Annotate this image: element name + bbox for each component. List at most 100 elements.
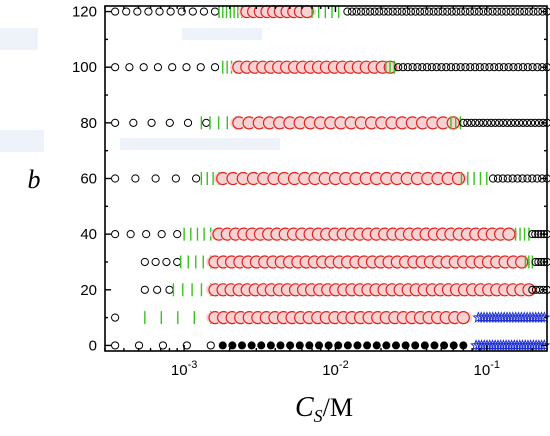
data-point-open-circle — [522, 118, 532, 127]
data-point-open-circle — [126, 230, 135, 239]
data-point-open-circle — [504, 63, 513, 72]
data-point-open-circle — [523, 174, 532, 183]
data-point-open-circle — [199, 7, 209, 16]
data-point-open-circle — [352, 7, 361, 16]
data-point-open-circle — [475, 118, 484, 127]
x-axis-label: CS/M — [295, 392, 353, 426]
data-point-filled-circle — [314, 341, 323, 350]
data-point-open-circle — [531, 230, 540, 239]
data-point-open-circle — [402, 7, 411, 16]
data-point-open-circle — [451, 63, 460, 72]
data-point-open-circle — [520, 7, 529, 16]
data-point-open-circle — [418, 63, 427, 72]
data-point-open-circle — [528, 230, 537, 239]
data-point-open-circle — [140, 257, 149, 267]
data-point-open-circle — [479, 118, 488, 127]
data-point-open-circle — [408, 63, 417, 72]
y-axis-label: b — [28, 165, 41, 194]
data-point-filled-circle — [391, 341, 400, 350]
data-point-open-circle — [466, 63, 475, 72]
y-tick-label: 80 — [80, 115, 97, 132]
data-point-open-circle — [162, 257, 171, 267]
data-point-open-circle — [370, 7, 379, 16]
data-point-open-circle — [133, 7, 142, 16]
data-point-open-circle — [518, 63, 528, 72]
data-point-open-circle — [168, 63, 177, 72]
data-point-open-circle — [183, 118, 193, 127]
data-point-open-circle — [158, 341, 168, 350]
data-point-open-circle — [495, 118, 504, 127]
data-point-filled-circle — [334, 341, 343, 350]
data-point-open-circle — [511, 7, 520, 16]
data-point-large-circle — [446, 116, 460, 130]
data-point-filled-circle — [420, 341, 429, 350]
data-point-open-circle — [140, 285, 149, 294]
data-point-filled-circle — [372, 341, 381, 350]
data-point-open-circle — [494, 63, 504, 72]
data-point-filled-circle — [411, 341, 420, 350]
data-point-open-circle — [533, 174, 542, 183]
data-point-open-circle — [523, 63, 532, 72]
data-point-open-circle — [528, 174, 537, 183]
data-point-open-circle — [524, 7, 533, 16]
data-point-open-circle — [483, 118, 492, 127]
data-point-open-circle — [499, 118, 508, 127]
data-point-filled-circle — [286, 341, 295, 350]
data-point-open-circle — [447, 7, 456, 16]
data-point-open-circle — [142, 230, 151, 239]
data-point-open-circle — [503, 174, 512, 183]
row-b-0 — [111, 339, 550, 351]
data-point-open-circle — [438, 7, 447, 16]
y-tick-label: 60 — [80, 171, 97, 188]
data-point-open-circle — [192, 174, 201, 183]
data-point-open-circle — [491, 118, 500, 127]
y-tick-label: 0 — [89, 337, 97, 354]
data-point-open-circle — [188, 7, 197, 16]
data-point-open-circle — [206, 341, 215, 350]
data-point-open-circle — [151, 174, 160, 183]
data-point-open-circle — [384, 7, 393, 16]
data-point-open-circle — [513, 174, 522, 183]
data-point-filled-circle — [401, 341, 410, 350]
data-point-open-circle — [343, 7, 352, 16]
data-point-large-circle — [522, 283, 536, 297]
background-watermark — [0, 28, 280, 152]
data-point-open-circle — [166, 7, 175, 16]
data-point-open-circle — [422, 63, 432, 72]
data-point-open-circle — [503, 118, 512, 127]
data-point-open-circle — [165, 285, 174, 294]
data-point-open-circle — [506, 7, 515, 16]
data-point-open-circle — [452, 7, 461, 16]
data-point-open-circle — [429, 7, 438, 16]
data-point-filled-circle — [218, 341, 227, 350]
data-point-open-circle — [196, 63, 205, 72]
data-point-filled-circle — [449, 341, 458, 350]
data-point-filled-circle — [430, 341, 439, 350]
data-point-open-circle — [470, 63, 480, 72]
row-b-60 — [111, 171, 550, 186]
data-point-open-circle — [493, 174, 503, 183]
data-point-open-circle — [403, 63, 412, 72]
data-point-open-circle — [467, 118, 476, 127]
row-b-20 — [140, 283, 550, 297]
data-point-open-circle — [488, 174, 498, 183]
data-point-open-circle — [111, 341, 120, 350]
data-point-filled-circle — [324, 341, 333, 350]
data-point-open-circle — [497, 7, 506, 16]
data-point-open-circle — [483, 7, 493, 16]
data-point-open-circle — [528, 63, 537, 72]
data-point-open-circle — [393, 7, 402, 16]
row-b-40 — [111, 227, 550, 241]
data-point-open-circle — [111, 63, 120, 72]
data-point-open-circle — [515, 118, 524, 127]
data-point-filled-circle — [363, 341, 372, 350]
data-point-filled-circle — [228, 341, 237, 350]
y-tick-label: 20 — [80, 282, 97, 299]
data-point-large-circle — [451, 171, 466, 186]
data-point-open-circle — [375, 7, 384, 16]
data-point-open-circle — [463, 118, 472, 127]
data-point-open-circle — [111, 118, 120, 127]
data-point-open-circle — [511, 118, 520, 127]
data-point-open-circle — [470, 7, 479, 16]
